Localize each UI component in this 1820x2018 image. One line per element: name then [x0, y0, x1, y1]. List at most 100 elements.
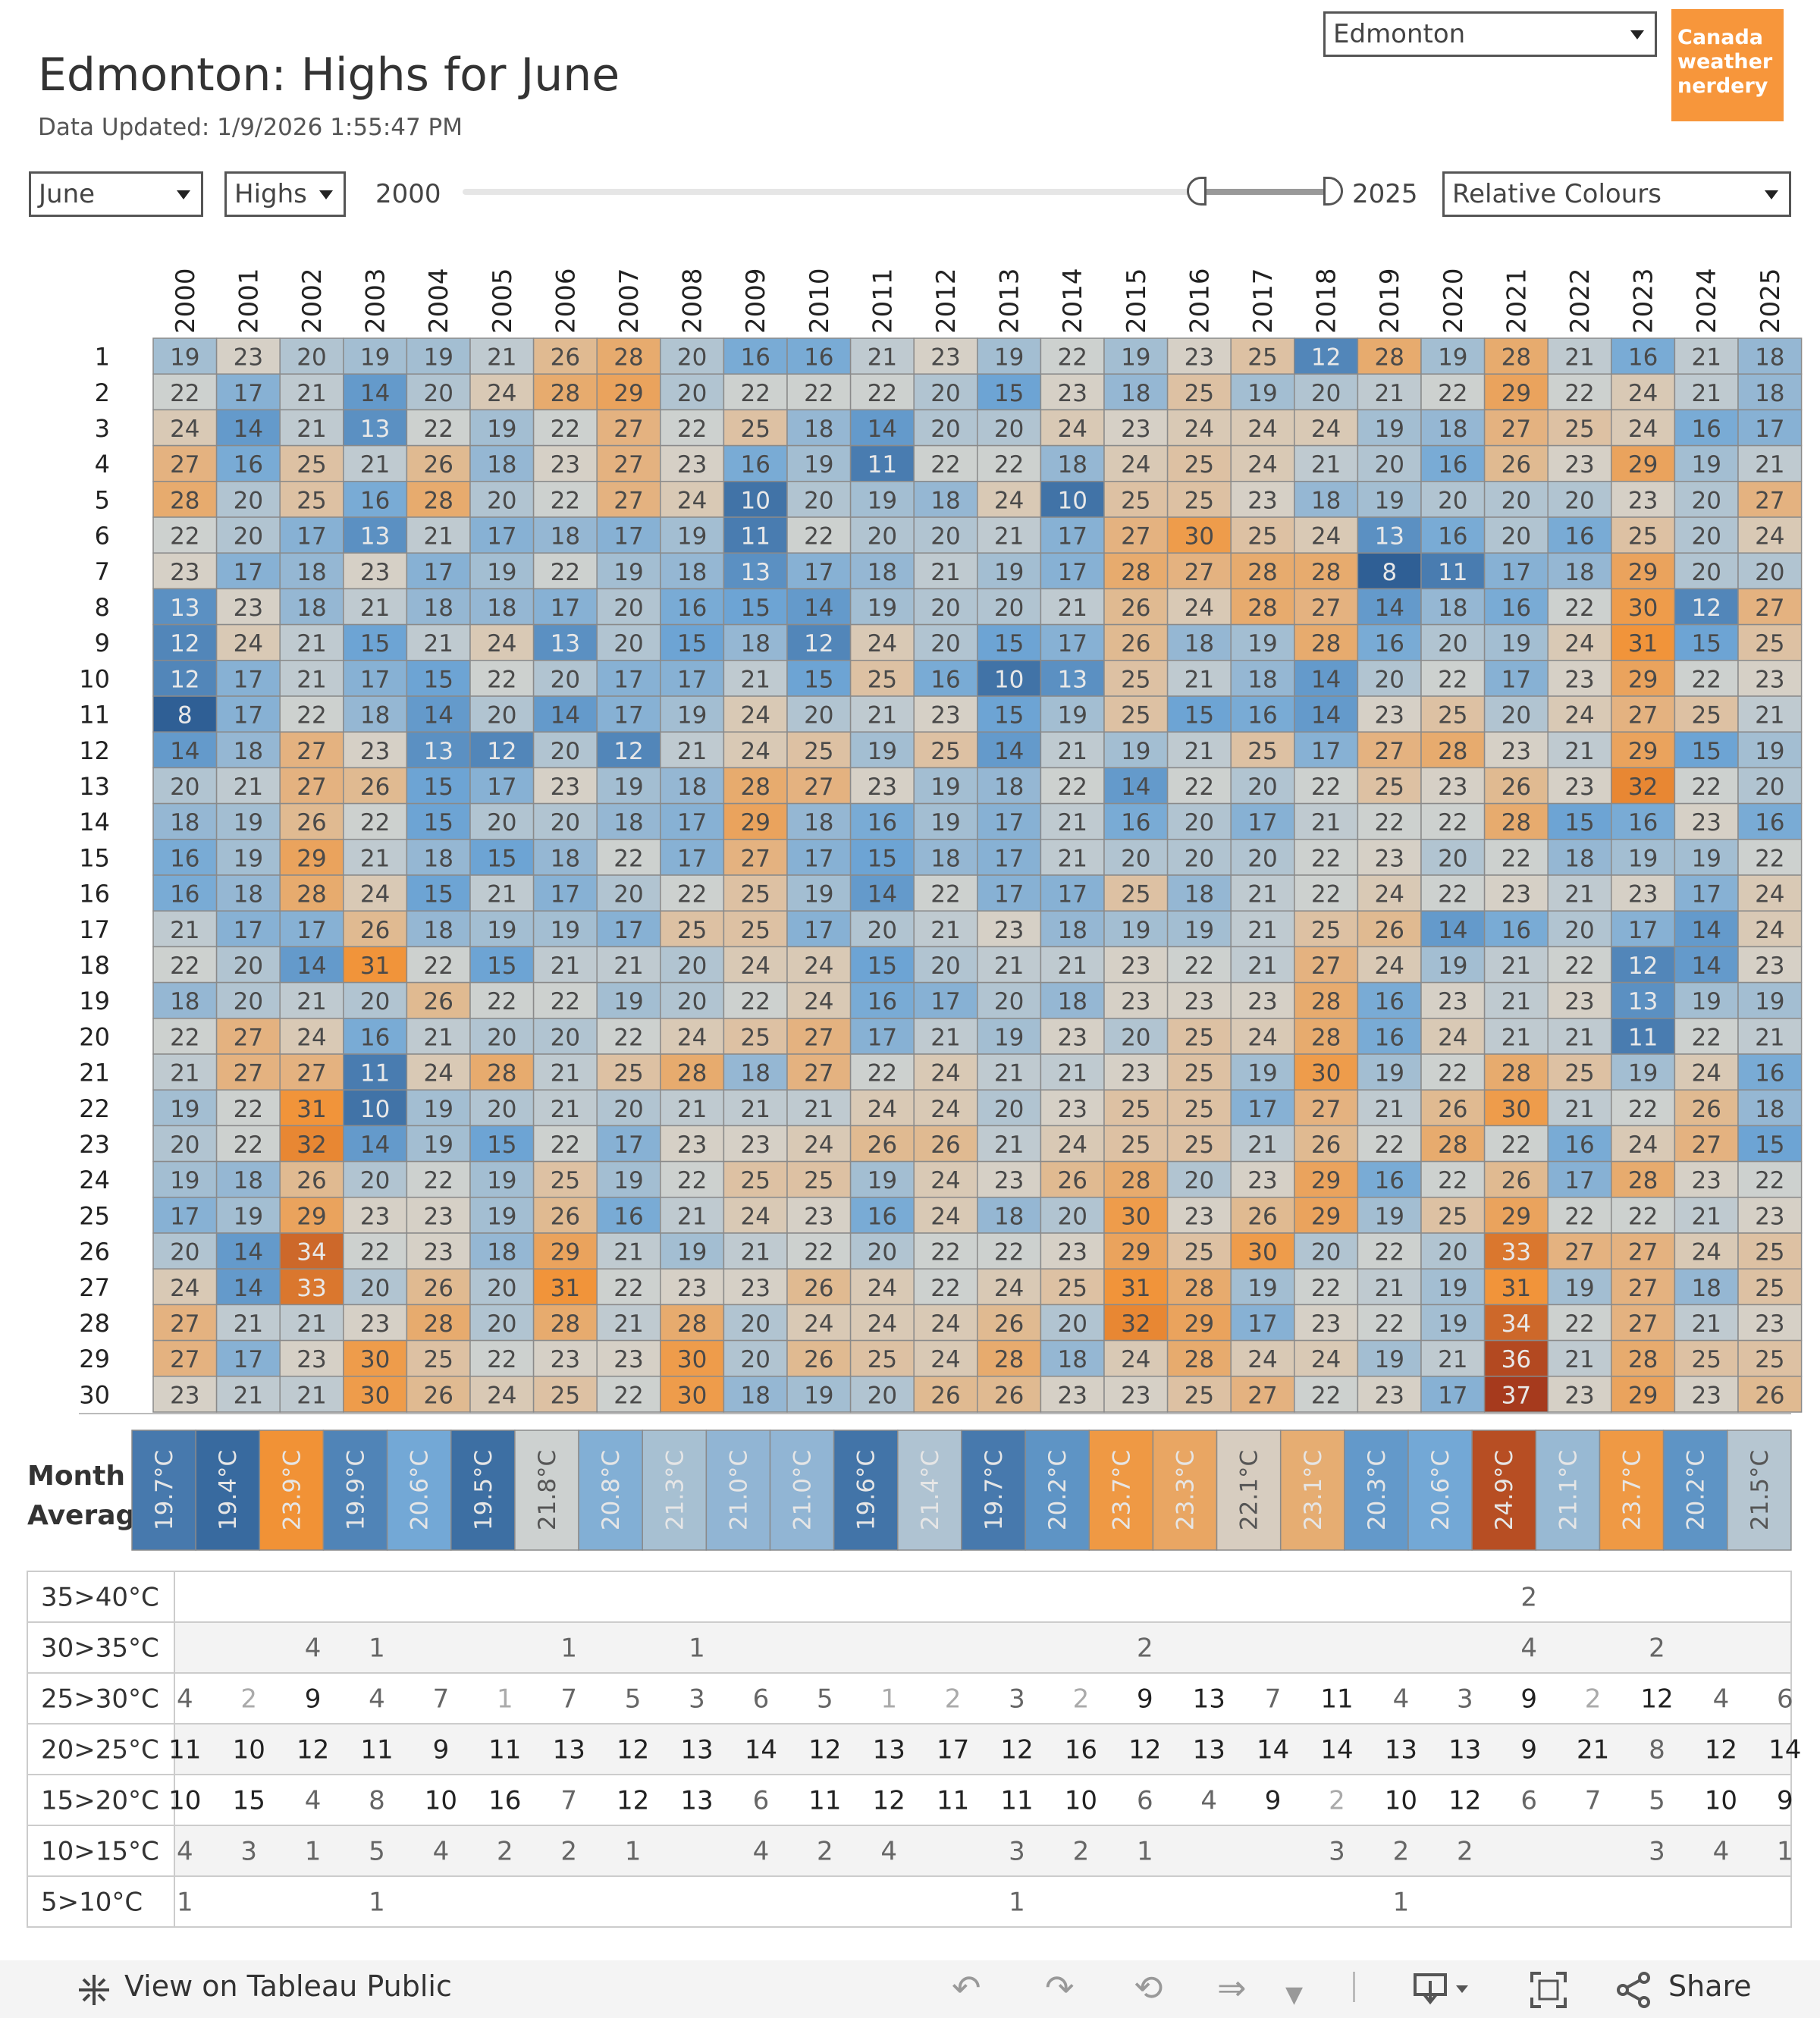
- heatmap-cell[interactable]: [215, 1125, 281, 1163]
- heatmap-cell[interactable]: [913, 444, 978, 482]
- heatmap-cell[interactable]: [1357, 337, 1422, 375]
- heatmap-cell[interactable]: [469, 481, 535, 518]
- heatmap-cell[interactable]: [532, 802, 598, 840]
- heatmap-cell[interactable]: [1103, 731, 1169, 769]
- heatmap-cell[interactable]: [660, 839, 725, 876]
- heatmap-cell[interactable]: [913, 409, 978, 447]
- heatmap-cell[interactable]: [1737, 623, 1803, 661]
- heatmap-cell[interactable]: [1611, 373, 1676, 411]
- heatmap-cell[interactable]: [1040, 409, 1105, 447]
- heatmap-cell[interactable]: [1737, 1160, 1803, 1198]
- heatmap-cell[interactable]: [1674, 802, 1739, 840]
- heatmap-cell[interactable]: [279, 1053, 344, 1091]
- share-icon[interactable]: [1615, 1972, 1653, 2008]
- heatmap-cell[interactable]: [152, 373, 218, 411]
- heatmap-cell[interactable]: [1483, 444, 1549, 482]
- heatmap-cell[interactable]: [913, 1125, 978, 1163]
- heatmap-cell[interactable]: [977, 1160, 1042, 1198]
- heatmap-cell[interactable]: [343, 409, 408, 447]
- heatmap-cell[interactable]: [1737, 481, 1803, 518]
- heatmap-cell[interactable]: [1103, 839, 1169, 876]
- heatmap-cell[interactable]: [469, 516, 535, 554]
- heatmap-cell[interactable]: [596, 552, 661, 590]
- heatmap-cell[interactable]: [1103, 623, 1169, 661]
- heatmap-cell[interactable]: [279, 1268, 344, 1306]
- heatmap-cell[interactable]: [1357, 623, 1422, 661]
- heatmap-cell[interactable]: [1103, 1232, 1169, 1269]
- heatmap-cell[interactable]: [913, 802, 978, 840]
- heatmap-cell[interactable]: [1483, 1197, 1549, 1234]
- heatmap-cell[interactable]: [1674, 623, 1739, 661]
- heatmap-cell[interactable]: [1040, 660, 1105, 697]
- heatmap-cell[interactable]: [1230, 1232, 1295, 1269]
- heatmap-cell[interactable]: [279, 623, 344, 661]
- heatmap-cell[interactable]: [1420, 802, 1486, 840]
- heatmap-cell[interactable]: [1611, 1089, 1676, 1127]
- heatmap-cell[interactable]: [406, 1197, 471, 1234]
- heatmap-cell[interactable]: [913, 1053, 978, 1091]
- heatmap-cell[interactable]: [532, 337, 598, 375]
- download-icon[interactable]: [1412, 1970, 1480, 2007]
- heatmap-cell[interactable]: [786, 1197, 852, 1234]
- heatmap-cell[interactable]: [1737, 1197, 1803, 1234]
- heatmap-cell[interactable]: [1737, 981, 1803, 1019]
- heatmap-cell[interactable]: [786, 1125, 852, 1163]
- heatmap-cell[interactable]: [1611, 1018, 1676, 1055]
- heatmap-cell[interactable]: [849, 623, 915, 661]
- heatmap-cell[interactable]: [1040, 767, 1105, 805]
- heatmap-cell[interactable]: [723, 481, 788, 518]
- heatmap-cell[interactable]: [913, 1232, 978, 1269]
- heatmap-cell[interactable]: [596, 623, 661, 661]
- heatmap-cell[interactable]: [1420, 839, 1486, 876]
- heatmap-cell[interactable]: [1230, 731, 1295, 769]
- heatmap-cell[interactable]: [215, 409, 281, 447]
- heatmap-cell[interactable]: [1611, 552, 1676, 590]
- heatmap-cell[interactable]: [1230, 767, 1295, 805]
- heatmap-cell[interactable]: [532, 1125, 598, 1163]
- heatmap-cell[interactable]: [1294, 481, 1359, 518]
- heatmap-cell[interactable]: [215, 839, 281, 876]
- heatmap-cell[interactable]: [977, 1053, 1042, 1091]
- heatmap-cell[interactable]: [406, 1125, 471, 1163]
- heatmap-cell[interactable]: [1611, 660, 1676, 697]
- heatmap-cell[interactable]: [1483, 552, 1549, 590]
- heatmap-cell[interactable]: [532, 981, 598, 1019]
- heatmap-cell[interactable]: [849, 874, 915, 912]
- heatmap-cell[interactable]: [532, 481, 598, 518]
- heatmap-cell[interactable]: [279, 1018, 344, 1055]
- heatmap-cell[interactable]: [406, 373, 471, 411]
- heatmap-cell[interactable]: [1103, 767, 1169, 805]
- heatmap-cell[interactable]: [1103, 1125, 1169, 1163]
- heatmap-cell[interactable]: [1611, 1160, 1676, 1198]
- heatmap-cell[interactable]: [849, 1053, 915, 1091]
- heatmap-cell[interactable]: [215, 981, 281, 1019]
- heatmap-cell[interactable]: [1103, 481, 1169, 518]
- heatmap-cell[interactable]: [596, 481, 661, 518]
- heatmap-cell[interactable]: [215, 695, 281, 733]
- heatmap-cell[interactable]: [1357, 946, 1422, 984]
- heatmap-cell[interactable]: [343, 695, 408, 733]
- heatmap-cell[interactable]: [1294, 839, 1359, 876]
- heatmap-cell[interactable]: [1230, 1160, 1295, 1198]
- heatmap-cell[interactable]: [343, 946, 408, 984]
- redo-icon[interactable]: ↷: [1045, 1967, 1075, 2008]
- heatmap-cell[interactable]: [1483, 802, 1549, 840]
- heatmap-cell[interactable]: [532, 731, 598, 769]
- heatmap-cell[interactable]: [977, 731, 1042, 769]
- heatmap-cell[interactable]: [1547, 481, 1612, 518]
- heatmap-cell[interactable]: [1230, 802, 1295, 840]
- heatmap-cell[interactable]: [215, 767, 281, 805]
- heatmap-cell[interactable]: [1611, 481, 1676, 518]
- heatmap-cell[interactable]: [723, 981, 788, 1019]
- brand-logo[interactable]: Canada weather nerdery: [1671, 9, 1784, 121]
- heatmap-cell[interactable]: [786, 731, 852, 769]
- heatmap-cell[interactable]: [1547, 516, 1612, 554]
- heatmap-cell[interactable]: [1040, 481, 1105, 518]
- heatmap-cell[interactable]: [1357, 1089, 1422, 1127]
- heatmap-cell[interactable]: [660, 481, 725, 518]
- heatmap-cell[interactable]: [1103, 1018, 1169, 1055]
- heatmap-cell[interactable]: [660, 660, 725, 697]
- heatmap-cell[interactable]: [1357, 516, 1422, 554]
- heatmap-cell[interactable]: [343, 1160, 408, 1198]
- heatmap-cell[interactable]: [786, 337, 852, 375]
